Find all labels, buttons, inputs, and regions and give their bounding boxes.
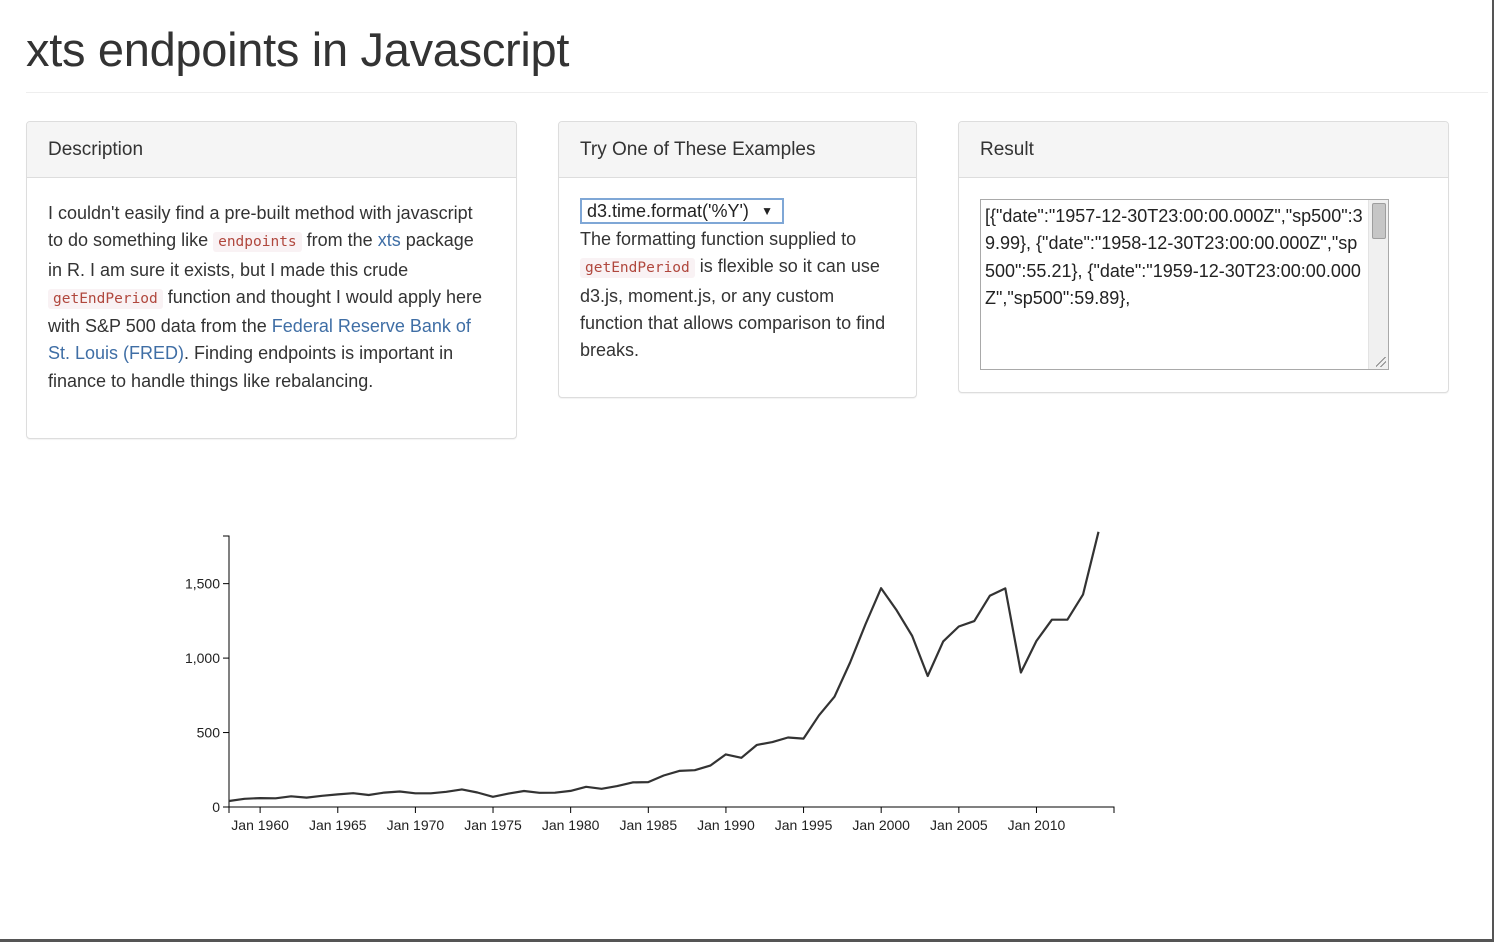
x-tick-label: Jan 1990 <box>697 817 755 833</box>
result-textarea-value: [{"date":"1957-12-30T23:00:00.000Z","sp5… <box>985 206 1363 308</box>
x-axis-line <box>228 806 1115 813</box>
x-tick-label: Jan 1970 <box>387 817 445 833</box>
textarea-scrollbar[interactable] <box>1368 200 1388 369</box>
examples-panel-heading: Try One of These Examples <box>559 122 916 178</box>
chevron-down-icon: ▼ <box>761 204 773 218</box>
description-panel-heading: Description <box>27 122 516 178</box>
description-text-part: package in R. I am sure it exists, but I… <box>48 230 474 280</box>
x-tick-label: Jan 1975 <box>464 817 522 833</box>
x-tick-label: Jan 2010 <box>1008 817 1066 833</box>
examples-text-part: The formatting function supplied to <box>580 229 857 249</box>
examples-body: d3.time.format('%Y') ▼ The formatting fu… <box>559 178 916 384</box>
fred-link[interactable]: Federal Reserve Bank of St. Louis (FRED) <box>48 316 471 364</box>
description-text-part: from the <box>301 230 378 251</box>
result-textarea[interactable]: [{"date":"1957-12-30T23:00:00.000Z","sp5… <box>980 199 1389 370</box>
x-tick-label: Jan 1960 <box>231 817 289 833</box>
description-text-part: I couldn't easily find a pre-built metho… <box>48 203 473 251</box>
xts-link[interactable]: xts <box>377 230 401 251</box>
y-tick-label: 500 <box>197 725 221 741</box>
getendperiod-code: getEndPeriod <box>580 258 695 279</box>
x-tick-label: Jan 1965 <box>309 817 367 833</box>
resize-grip-icon[interactable] <box>1376 357 1386 367</box>
x-tick-label: Jan 1995 <box>775 817 833 833</box>
x-tick-label: Jan 1985 <box>620 817 678 833</box>
sp500-series-line <box>228 531 1100 803</box>
getendperiod-code: getEndPeriod <box>48 288 163 309</box>
y-tick-label: 1,500 <box>185 576 220 592</box>
y-tick-label: 0 <box>212 799 220 815</box>
y-tick-label: 1,000 <box>185 650 220 666</box>
description-text: I couldn't easily find a pre-built metho… <box>27 178 516 415</box>
format-select-value: d3.time.format('%Y') <box>587 201 749 221</box>
endpoints-code: endpoints <box>213 232 302 253</box>
description-text-part: function and thought I would apply here … <box>48 286 482 337</box>
y-axis-line <box>223 535 230 808</box>
title-divider <box>26 92 1488 93</box>
examples-panel: Try One of These Examples d3.time.format… <box>558 121 917 398</box>
description-text-part: . Finding endpoints is important in fina… <box>48 343 454 391</box>
examples-text-part: is flexible so it can use d3.js, moment.… <box>580 256 886 361</box>
result-panel: Result [{"date":"1957-12-30T23:00:00.000… <box>958 121 1449 393</box>
x-tick-label: Jan 2005 <box>930 817 988 833</box>
result-panel-heading: Result <box>959 122 1448 178</box>
page-title: xts endpoints in Javascript <box>26 23 570 76</box>
format-select[interactable]: d3.time.format('%Y') ▼ <box>580 198 784 224</box>
x-tick-label: Jan 2000 <box>852 817 910 833</box>
x-tick-label: Jan 1980 <box>542 817 600 833</box>
description-panel: Description I couldn't easily find a pre… <box>26 121 517 439</box>
scrollbar-thumb[interactable] <box>1372 203 1386 239</box>
